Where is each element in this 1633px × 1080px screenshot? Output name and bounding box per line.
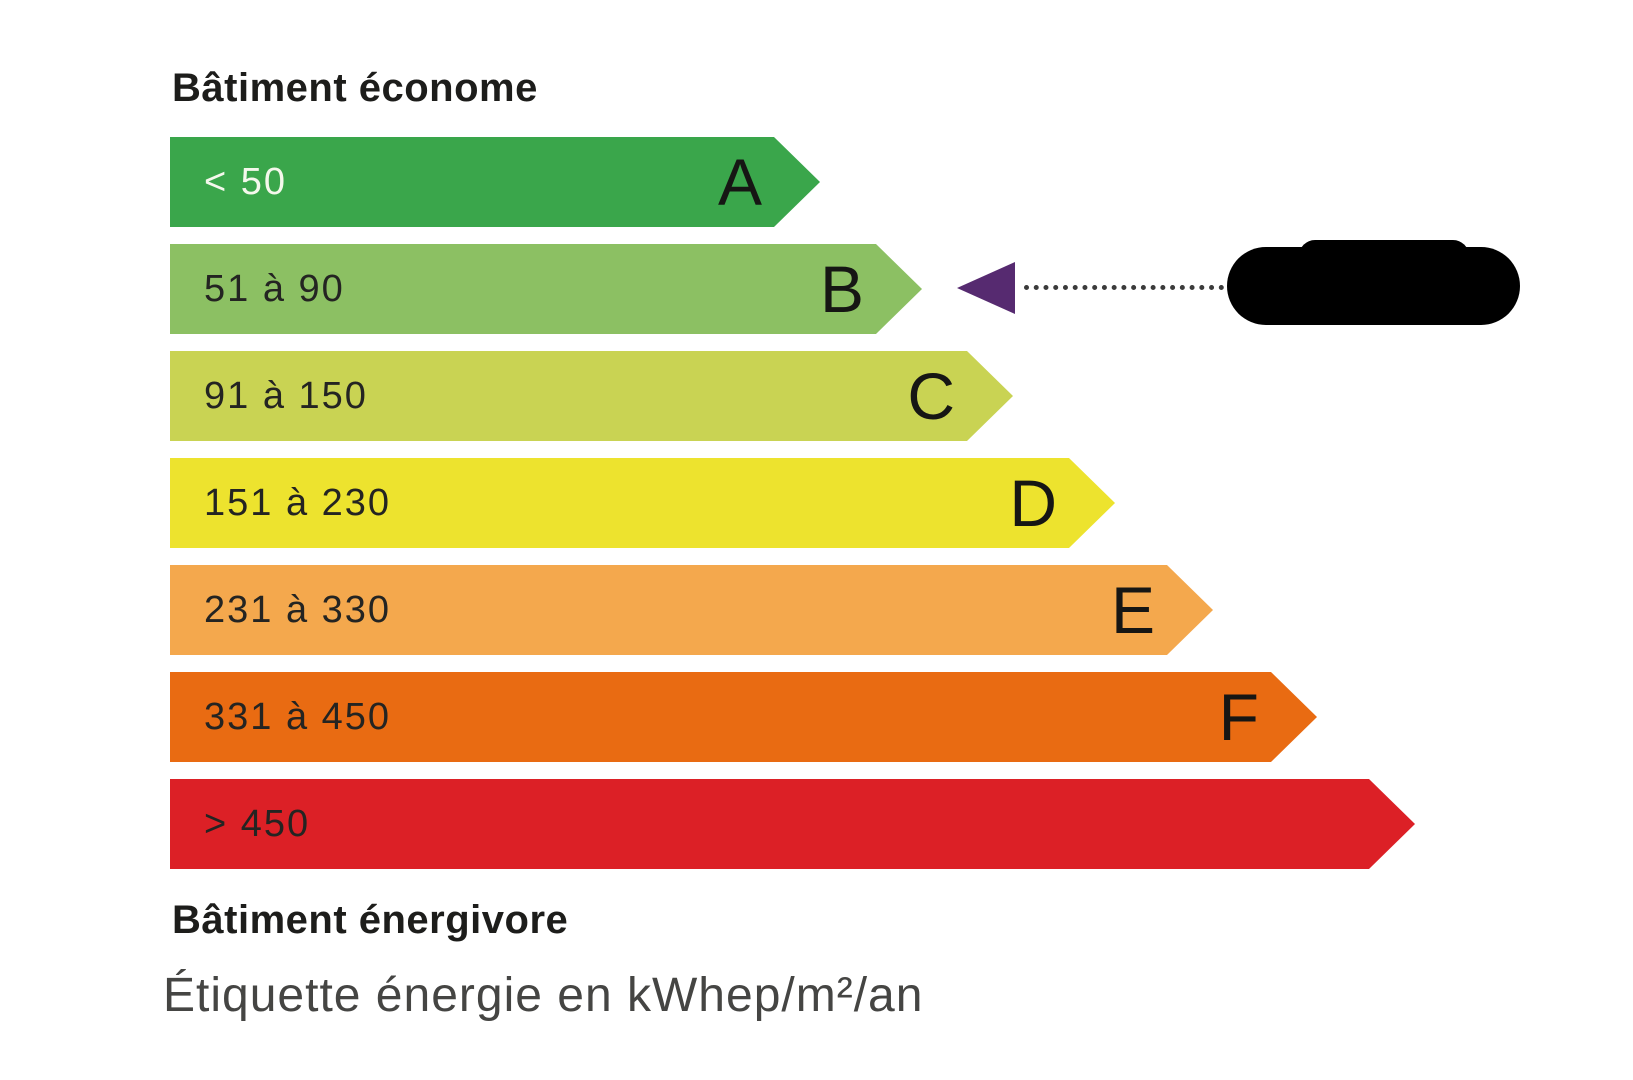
energy-class-range: 91 à 150 xyxy=(204,374,368,417)
energy-class-letter: B xyxy=(819,252,864,326)
energy-label-caption: Étiquette énergie en kWhep/m²/an xyxy=(163,969,924,1022)
energy-hungry-building-label: Bâtiment énergivore xyxy=(172,898,569,942)
energy-class-letter: A xyxy=(717,145,762,219)
redacted-value-blob xyxy=(1227,240,1520,325)
economical-building-label: Bâtiment économe xyxy=(172,66,538,110)
energy-class-bar-A: < 50 A xyxy=(170,137,820,227)
energy-class-range: 231 à 330 xyxy=(204,588,392,631)
energy-class-bar-C: 91 à 150 C xyxy=(170,351,1013,441)
energy-class-letter: D xyxy=(1009,466,1057,540)
energy-class-bar-D: 151 à 230 D xyxy=(170,458,1115,548)
energy-class-range: > 450 xyxy=(204,802,311,845)
energy-class-range: 331 à 450 xyxy=(204,695,392,738)
energy-class-bar-G: > 450 xyxy=(170,779,1415,869)
marker-dotted-line xyxy=(1024,285,1224,290)
energy-class-range: 51 à 90 xyxy=(204,267,345,310)
energy-class-bar-B: 51 à 90 B xyxy=(170,244,922,334)
energy-class-range: < 50 xyxy=(204,160,288,203)
energy-class-letter: F xyxy=(1218,680,1259,754)
selected-class-arrow-icon xyxy=(957,262,1015,314)
energy-class-range: 151 à 230 xyxy=(204,481,392,524)
energy-class-letter: C xyxy=(907,359,955,433)
energy-class-bar-E: 231 à 330 E xyxy=(170,565,1213,655)
energy-class-bar-F: 331 à 450 F xyxy=(170,672,1317,762)
energy-class-letter: E xyxy=(1110,573,1155,647)
